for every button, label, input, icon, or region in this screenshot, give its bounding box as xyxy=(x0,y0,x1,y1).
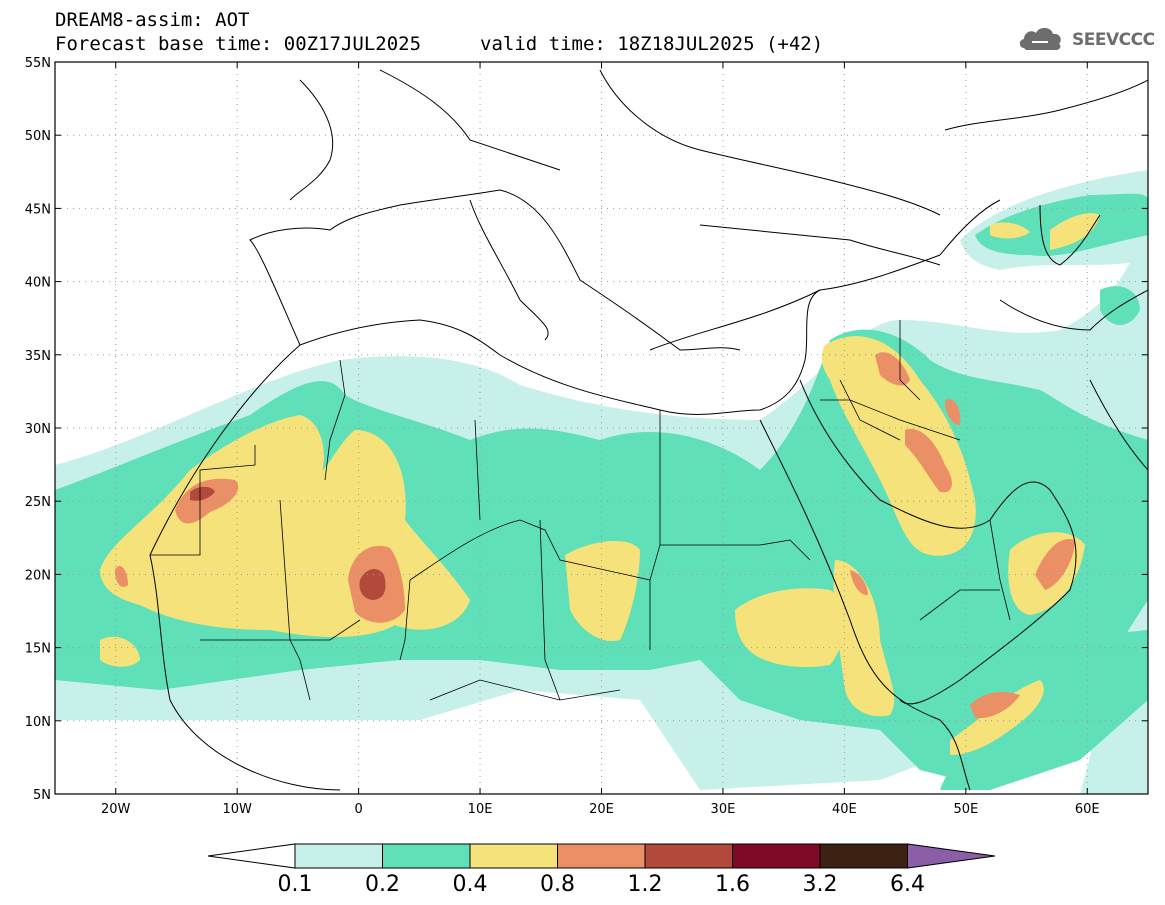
colorbar-level-label: 1.6 xyxy=(715,872,750,897)
lon-tick-label: 40E xyxy=(832,802,857,817)
lon-tick-label: 20W xyxy=(101,802,131,817)
lon-tick-label: 60E xyxy=(1075,802,1100,817)
lat-tick-label: 55N xyxy=(25,56,51,71)
coastlines xyxy=(149,69,1148,791)
title-valid-time: valid time: 18Z18JUL2025 (+42) xyxy=(480,33,824,55)
colorbar-level-label: 1.2 xyxy=(627,872,663,897)
seevccc-logo xyxy=(1019,27,1061,50)
colorbar-level-label: 0.1 xyxy=(277,872,313,897)
lat-tick-label: 30N xyxy=(25,422,51,437)
aot-band-1.2 xyxy=(190,486,386,600)
country-borders xyxy=(150,320,1011,701)
colorbar-level-label: 0.2 xyxy=(365,872,400,897)
lon-tick-label: 30E xyxy=(711,802,736,817)
lat-tick-label: 35N xyxy=(25,349,51,364)
colorbar-over-arrow xyxy=(907,843,996,869)
lon-tick-label: 50E xyxy=(953,802,978,817)
lat-tick-label: 20N xyxy=(25,568,51,583)
lat-tick-label: 40N xyxy=(25,276,51,291)
graticule xyxy=(55,62,1148,794)
lat-tick-label: 5N xyxy=(33,788,51,803)
colorbar-level-label: 6.4 xyxy=(890,872,925,897)
axis-ticks: 5N 10N 15N 20N 25N 30N 35N 40N 45N 50N 55N 20W 10W 0 1… xyxy=(25,56,1148,817)
title-base-time: Forecast base time: 00Z17JUL2025 xyxy=(55,33,422,55)
lat-tick-label: 15N xyxy=(25,642,51,657)
lon-tick-label: 10W xyxy=(222,802,252,817)
lon-tick-label: 20E xyxy=(589,802,614,817)
colorbar-segment xyxy=(819,843,908,869)
colorbar-segment xyxy=(732,843,821,869)
colorbar-segment xyxy=(644,843,733,869)
seevccc-logo-text: SEEVCCC xyxy=(1072,30,1155,50)
colorbar-segment xyxy=(557,843,646,869)
colorbar-segment xyxy=(469,843,558,869)
lat-tick-label: 50N xyxy=(25,129,51,144)
lat-tick-label: 10N xyxy=(25,715,51,730)
colorbar-segment xyxy=(382,843,471,869)
colorbar-level-label: 0.4 xyxy=(452,872,488,897)
lon-tick-label: 10E xyxy=(468,802,493,817)
colorbar-level-label: 0.8 xyxy=(540,872,575,897)
title-product: DREAM8-assim: AOT xyxy=(55,9,250,31)
colorbar xyxy=(207,843,996,869)
lat-tick-label: 45N xyxy=(25,202,51,217)
lon-tick-label: 0 xyxy=(354,802,362,817)
lat-tick-label: 25N xyxy=(25,495,51,510)
colorbar-under-arrow xyxy=(207,843,296,869)
cloud-icon xyxy=(1019,27,1061,50)
colorbar-segment xyxy=(294,843,383,869)
colorbar-level-label: 3.2 xyxy=(802,872,838,897)
